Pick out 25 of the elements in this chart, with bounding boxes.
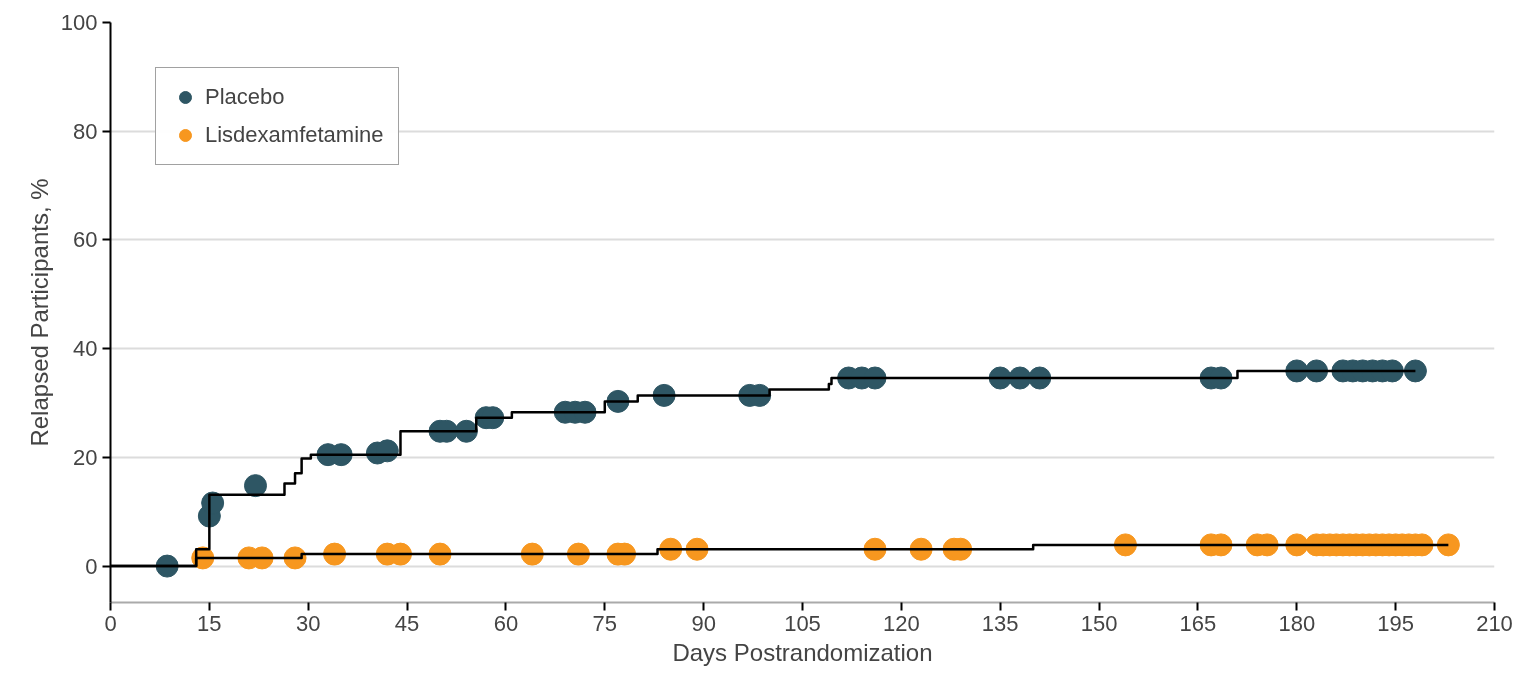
x-tick-label: 165	[1179, 610, 1217, 636]
y-tick-label: 0	[85, 553, 98, 579]
y-tick-label: 20	[73, 444, 98, 470]
x-tick-label: 135	[981, 610, 1019, 636]
x-tick-label: 105	[784, 610, 821, 636]
y-axis-title: Relapsed Participants, %	[25, 178, 53, 447]
x-tick-label: 90	[691, 610, 716, 636]
x-tick-label: 0	[104, 610, 117, 636]
x-tick-label: 180	[1278, 610, 1316, 636]
y-tick-label: 100	[60, 10, 98, 35]
x-axis-title: Days Postrandomization	[672, 638, 933, 666]
x-tick-label: 15	[197, 610, 222, 636]
x-tick-label: 30	[295, 610, 321, 636]
y-tick-label: 60	[73, 227, 98, 253]
x-tick-label: 45	[394, 610, 420, 636]
legend-label: Placebo	[205, 84, 285, 110]
legend-label: Lisdexamfetamine	[205, 122, 384, 148]
x-tick-label: 195	[1377, 610, 1415, 636]
x-tick-label: 210	[1476, 610, 1513, 636]
y-tick-label: 80	[73, 118, 98, 144]
x-tick-label: 75	[592, 610, 618, 636]
y-tick-label: 40	[73, 336, 98, 362]
x-tick-label: 120	[883, 610, 920, 636]
x-tick-label: 60	[493, 610, 519, 636]
x-tick-label: 150	[1080, 610, 1118, 636]
